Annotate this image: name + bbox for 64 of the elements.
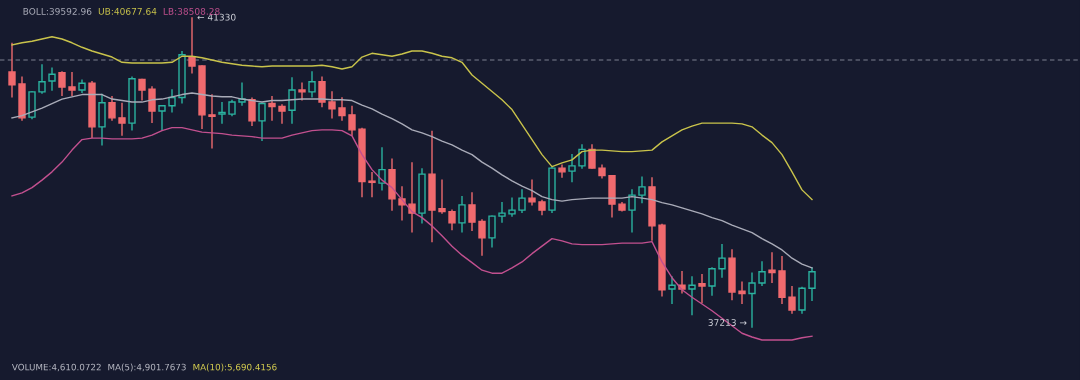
candlestick — [808, 267, 816, 301]
candlestick — [748, 272, 756, 328]
candlestick — [408, 162, 416, 233]
candlestick — [738, 281, 746, 304]
candlestick — [308, 71, 316, 98]
candlestick — [798, 286, 806, 314]
candlestick — [528, 179, 536, 206]
candlestick — [108, 96, 116, 121]
candlestick — [68, 72, 76, 97]
candlestick — [158, 105, 166, 131]
candlestick — [188, 17, 196, 74]
candlestick — [758, 261, 766, 286]
candlestick — [508, 197, 516, 217]
candlestick — [208, 94, 216, 149]
candlestick — [468, 192, 476, 232]
candlestick — [688, 276, 696, 316]
candlestick — [578, 144, 586, 169]
candlestick — [258, 102, 266, 142]
candlestick — [58, 71, 66, 97]
candlestick — [298, 82, 306, 101]
text: MA(10):5,690.4156 — [193, 363, 277, 372]
candlestick — [698, 273, 706, 304]
candlestick — [628, 189, 636, 233]
candlestick — [338, 97, 346, 121]
candlestick — [48, 67, 56, 91]
candlestick — [378, 147, 386, 191]
candlestick — [438, 179, 446, 214]
candlestick — [8, 42, 16, 98]
text: UB:40677.64 — [98, 7, 157, 15]
candlestick — [588, 144, 596, 169]
candlestick — [118, 102, 126, 136]
candlestick — [238, 82, 246, 106]
text: MA(5):4,901.7673 — [108, 363, 186, 372]
text: BOLL:39592.96 — [23, 7, 92, 15]
candlestick — [558, 164, 566, 178]
candlestick — [498, 201, 506, 223]
candlestick — [488, 215, 496, 248]
candlestick — [708, 267, 716, 296]
candlestick — [278, 104, 286, 124]
candlestick — [348, 105, 356, 136]
text: LB:38508.28 — [163, 7, 220, 15]
candlestick — [668, 276, 676, 304]
candlestick — [518, 189, 526, 214]
candlestick — [318, 76, 326, 108]
candlestick — [38, 64, 46, 94]
candlestick — [248, 97, 256, 127]
candlestick — [288, 77, 296, 124]
candlestick — [458, 195, 466, 233]
candlestick — [148, 86, 156, 124]
candlestick — [268, 96, 276, 121]
candlestick — [788, 286, 796, 314]
candlestick — [638, 176, 646, 204]
candlestick — [328, 91, 336, 119]
candlestick — [448, 209, 456, 231]
candlestick — [718, 243, 726, 278]
candlestick — [168, 89, 176, 113]
candlestick — [478, 219, 486, 256]
candlestick — [218, 102, 226, 124]
text: VOLUME:4,610.0722 — [11, 363, 101, 372]
candlestick — [138, 78, 146, 101]
candlestick — [568, 153, 576, 183]
candlestick — [398, 186, 406, 221]
candlestick — [368, 171, 376, 198]
candlestick — [768, 252, 776, 283]
